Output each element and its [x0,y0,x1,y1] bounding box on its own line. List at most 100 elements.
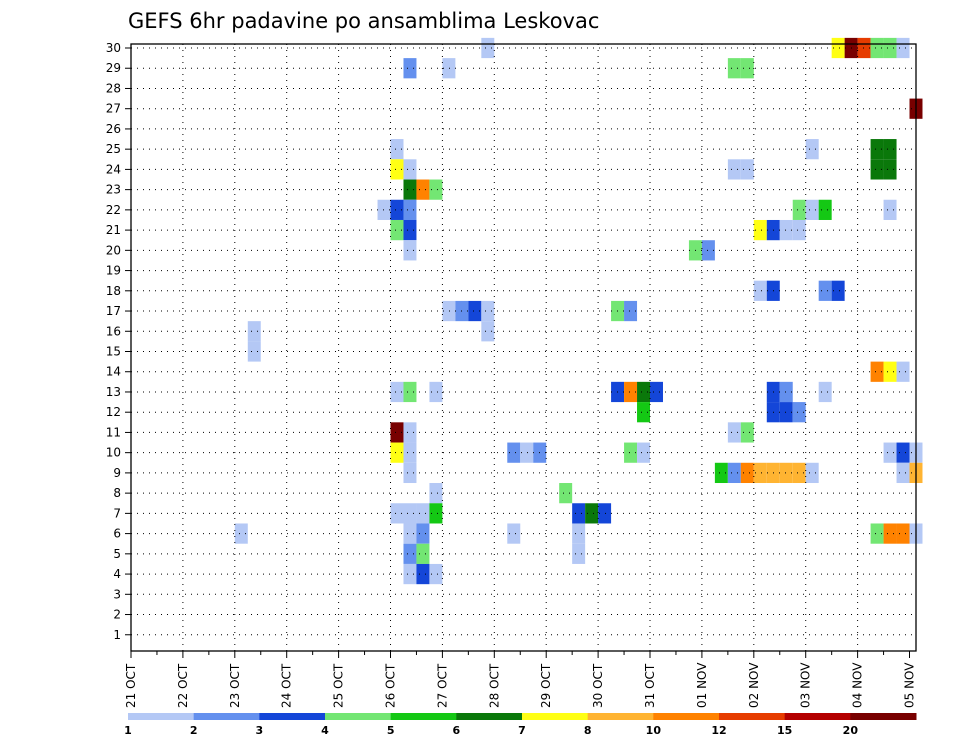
precip-cell [805,462,819,484]
precip-cell [818,199,832,220]
precip-cell [779,462,793,484]
colorbar-segment [259,713,326,720]
precip-cell [779,381,793,403]
y-tick-label: 18 [106,284,121,298]
precip-cell [818,280,832,301]
precip-cell [559,483,573,504]
y-tick-label: 1 [113,628,121,642]
precip-cell [481,37,495,59]
y-tick-label: 3 [113,587,121,601]
precip-cell [403,563,417,585]
precip-cell [403,159,417,180]
precip-cell [883,37,897,59]
precip-cell [403,442,417,463]
precip-cell [390,422,404,443]
y-tick-label: 8 [113,486,121,500]
precip-cell [390,442,404,463]
y-tick-label: 21 [106,223,121,237]
precip-cell [740,422,754,443]
colorbar-segment [325,713,392,720]
precip-cell [740,58,754,79]
precip-cell [805,199,819,220]
colorbar-segment [587,713,654,720]
y-tick-label: 20 [106,243,121,257]
chart-title: GEFS 6hr padavine po ansamblima Leskovac [128,9,599,33]
colorbar-segment [850,713,917,720]
colorbar-label: 15 [777,724,792,737]
x-axis: 21 OCT 22 OCT 23 OCT 24 OCT 25 OCT 26 OCT 27 O… [124,651,917,708]
precip-cell [247,321,261,342]
x-tick-label: 22 OCT [176,663,190,708]
colorbar-label: 12 [711,724,726,737]
precip-cell [637,381,651,403]
y-tick-label: 17 [106,304,121,318]
y-tick-label: 2 [113,608,121,622]
colorbar-label: 8 [584,724,592,737]
precip-cell [403,523,417,544]
precip-cell [468,300,482,322]
precip-cell [805,139,819,160]
precip-cell [714,462,728,484]
precip-cell [753,280,767,301]
precip-cell [883,523,897,544]
precip-cell [403,503,417,524]
precip-cell [234,523,248,544]
precip-cell [883,442,897,463]
precip-cell [870,37,884,59]
colorbar-label: 2 [190,724,198,737]
precip-cell [442,58,456,79]
precip-cell [896,37,910,59]
x-tick-label: 05 NOV [903,662,917,708]
precip-cell [377,199,391,220]
colorbar-label: 20 [843,724,859,737]
precip-cell [416,543,430,564]
y-tick-label: 5 [113,547,121,561]
precip-cell [883,361,897,382]
colorbar-segment [719,713,786,720]
y-tick-label: 15 [106,345,121,359]
x-tick-label: 02 NOV [747,662,761,708]
x-tick-label: 29 OCT [539,663,553,708]
precip-cell [572,543,586,564]
precip-cell [247,341,261,362]
colorbar-label: 7 [518,724,526,737]
precip-cell [896,442,910,463]
y-tick-label: 26 [106,122,121,136]
precip-cell [598,503,612,524]
precip-cell [727,422,741,443]
precip-cell [740,159,754,180]
plot-frame [130,43,917,652]
precip-cell [429,483,443,504]
precip-cell [507,523,521,544]
x-tick-label: 01 NOV [695,662,709,708]
y-tick-label: 16 [106,324,121,338]
precip-cell [753,219,767,241]
colorbar-segment [522,713,589,720]
precip-cell [572,523,586,544]
precip-cell [870,159,884,180]
precip-cell [520,442,534,463]
precip-cell [403,219,417,241]
precip-cell [403,543,417,564]
y-tick-label: 29 [106,61,121,75]
x-tick-label: 04 NOV [851,662,865,708]
y-tick-label: 4 [113,567,121,581]
y-axis: 1234567891011121314151617181920212223242… [106,41,131,642]
precip-cell [390,381,404,403]
colorbar-segment [784,713,851,720]
precip-cell [831,37,845,59]
precip-cell [896,462,910,484]
y-tick-label: 12 [106,405,121,419]
precip-cell [429,503,443,524]
precip-cell [727,58,741,79]
precip-cell [572,503,586,524]
precip-cell [701,240,715,261]
y-tick-label: 30 [106,41,121,55]
precip-cell [416,503,430,524]
precip-cell [481,321,495,342]
precip-cell [507,442,521,463]
precip-cell [792,462,806,484]
colorbar-label: 3 [256,724,264,737]
precip-cell [637,402,651,423]
